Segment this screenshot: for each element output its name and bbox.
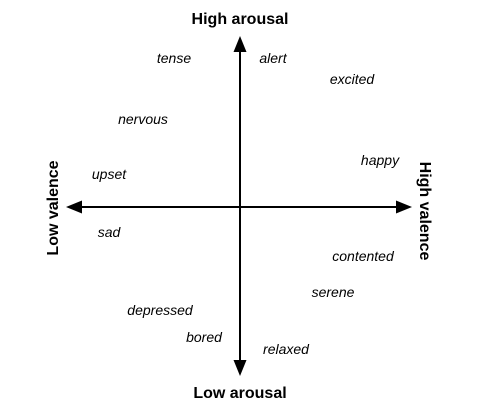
emotion-label-excited: excited [330, 71, 376, 87]
emotion-label-relaxed: relaxed [263, 341, 310, 357]
emotion-label-contented: contented [332, 248, 395, 264]
valence-axis-arrow-left [66, 200, 82, 214]
emotion-label-tense: tense [157, 50, 191, 66]
emotion-label-alert: alert [259, 50, 287, 66]
emotion-label-sad: sad [98, 224, 122, 240]
arousal-axis-arrow-up [233, 36, 247, 52]
axis-title-low-arousal: Low arousal [193, 385, 286, 402]
axis-title-low-valence: Low valence [45, 160, 62, 255]
emotion-label-depressed: depressed [127, 302, 194, 318]
emotion-label-upset: upset [92, 166, 127, 182]
arousal-axis-arrow-down [233, 360, 247, 376]
valence-axis-arrow-right [396, 200, 412, 214]
emotion-label-happy: happy [361, 152, 400, 168]
emotion-label-nervous: nervous [118, 111, 168, 127]
axis-title-high-valence: High valence [416, 162, 433, 261]
axis-title-high-arousal: High arousal [192, 11, 289, 28]
emotion-label-serene: serene [312, 284, 355, 300]
emotion-label-bored: bored [186, 329, 223, 345]
